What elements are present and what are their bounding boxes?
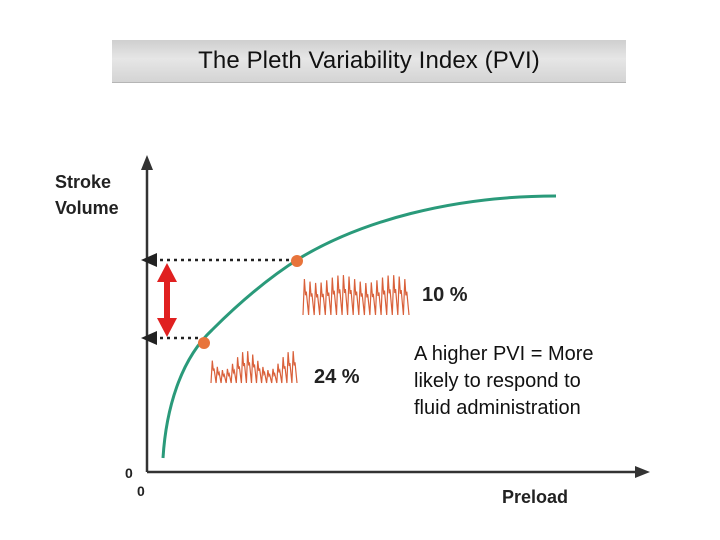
x-axis-arrowhead — [635, 466, 650, 478]
page-title: The Pleth Variability Index (PVI) — [198, 47, 540, 74]
pvi-label-lower: 24 % — [314, 366, 360, 388]
waveform-trace — [302, 275, 410, 316]
pvi-explanation-line2: likely to respond to — [414, 370, 581, 392]
pvi-explanation-line3: fluid administration — [414, 397, 581, 419]
x-axis-label: Preload — [502, 487, 568, 507]
pvi-explanation: A higher PVI = More likely to respond to… — [414, 341, 674, 422]
pvi-explanation-line1: A higher PVI = More — [414, 343, 594, 365]
pleth-waveform-lower — [210, 351, 298, 384]
curve-point-lower — [198, 337, 210, 349]
x-origin-label: 0 — [137, 483, 145, 499]
waveform-trace — [210, 351, 298, 384]
dotted-guide-upper-arrowhead — [141, 253, 157, 267]
variation-arrow-top — [157, 263, 177, 282]
y-axis-label-line1: Stroke — [55, 172, 111, 192]
pvi-label-upper: 10 % — [422, 284, 468, 306]
y-axis-label-line2: Volume — [55, 198, 119, 218]
dotted-guide-lower-arrowhead — [141, 331, 157, 345]
y-axis-arrowhead — [141, 155, 153, 170]
y-origin-label: 0 — [125, 465, 133, 481]
title-bar: The Pleth Variability Index (PVI) — [112, 40, 626, 83]
stroke-volume-curve — [161, 194, 557, 459]
variation-arrow-bottom — [157, 318, 177, 337]
pleth-waveform-upper — [302, 275, 410, 316]
curve-point-upper — [291, 255, 303, 267]
